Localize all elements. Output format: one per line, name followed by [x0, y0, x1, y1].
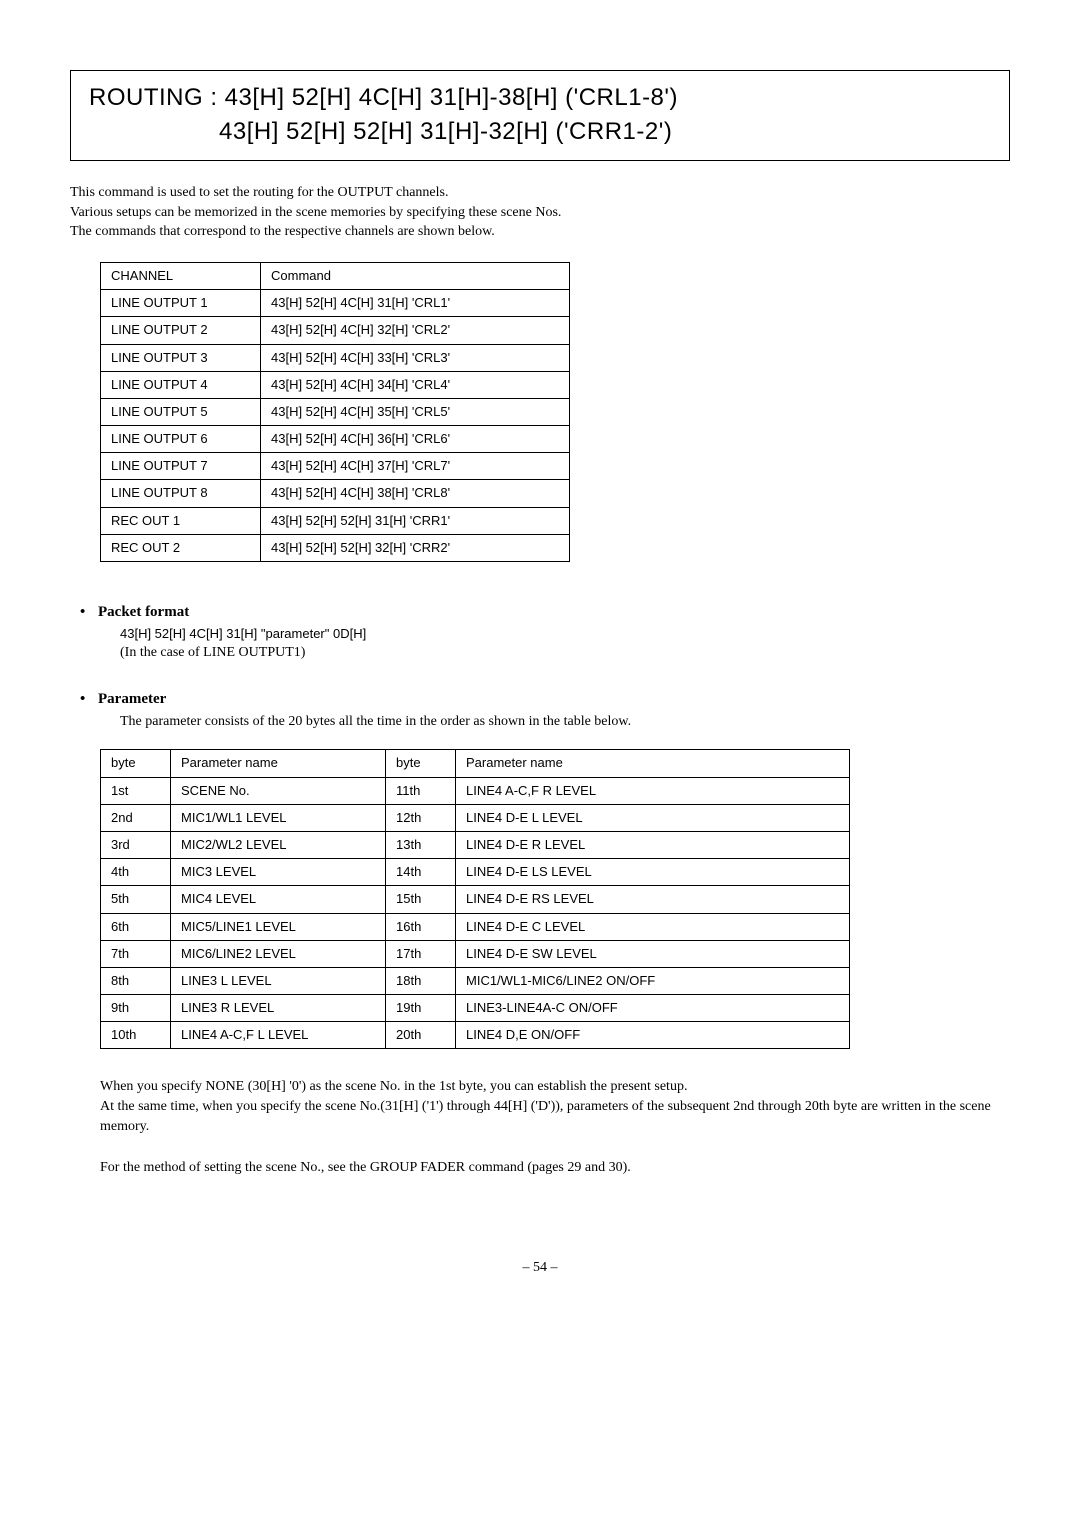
intro-p3: The commands that correspond to the resp…	[70, 222, 1010, 242]
parameter-heading: •Parameter	[80, 689, 1010, 710]
command-title-box: ROUTING : 43[H] 52[H] 4C[H] 31[H]-38[H] …	[70, 70, 1010, 161]
table-row: LINE OUTPUT 143[H] 52[H] 4C[H] 31[H] 'CR…	[101, 290, 570, 317]
note-p3: For the method of setting the scene No.,…	[100, 1158, 1010, 1178]
title-line-2: 43[H] 52[H] 52[H] 31[H]-32[H] ('CRR1-2')	[89, 115, 991, 149]
table-row: 4thMIC3 LEVEL14thLINE4 D-E LS LEVEL	[101, 859, 850, 886]
table-row: LINE OUTPUT 843[H] 52[H] 4C[H] 38[H] 'CR…	[101, 480, 570, 507]
table-row: LINE OUTPUT 243[H] 52[H] 4C[H] 32[H] 'CR…	[101, 317, 570, 344]
packet-line-1: 43[H] 52[H] 4C[H] 31[H] "parameter" 0D[H…	[120, 625, 1010, 643]
table-row: 7thMIC6/LINE2 LEVEL17thLINE4 D-E SW LEVE…	[101, 940, 850, 967]
packet-format-heading: •Packet format	[80, 602, 1010, 623]
intro-block: This command is used to set the routing …	[70, 183, 1010, 242]
note-p1: When you specify NONE (30[H] '0') as the…	[100, 1077, 1010, 1097]
table-row: 5thMIC4 LEVEL15thLINE4 D-E RS LEVEL	[101, 886, 850, 913]
table-row: REC OUT 243[H] 52[H] 52[H] 32[H] 'CRR2'	[101, 534, 570, 561]
table-header-row: byte Parameter name byte Parameter name	[101, 750, 850, 777]
table-row: LINE OUTPUT 543[H] 52[H] 4C[H] 35[H] 'CR…	[101, 398, 570, 425]
notes-block-2: For the method of setting the scene No.,…	[100, 1158, 1010, 1178]
table-row: LINE OUTPUT 643[H] 52[H] 4C[H] 36[H] 'CR…	[101, 426, 570, 453]
page-number: – 54 –	[70, 1258, 1010, 1278]
table-row: 8thLINE3 L LEVEL18thMIC1/WL1-MIC6/LINE2 …	[101, 967, 850, 994]
notes-block-1: When you specify NONE (30[H] '0') as the…	[100, 1077, 1010, 1136]
table-header-row: CHANNEL Command	[101, 262, 570, 289]
packet-format-block: 43[H] 52[H] 4C[H] 31[H] "parameter" 0D[H…	[120, 625, 1010, 663]
table-row: LINE OUTPUT 443[H] 52[H] 4C[H] 34[H] 'CR…	[101, 371, 570, 398]
table-row: REC OUT 143[H] 52[H] 52[H] 31[H] 'CRR1'	[101, 507, 570, 534]
table-row: LINE OUTPUT 743[H] 52[H] 4C[H] 37[H] 'CR…	[101, 453, 570, 480]
note-p2: At the same time, when you specify the s…	[100, 1097, 1010, 1136]
th-byte: byte	[386, 750, 456, 777]
table-row: 9thLINE3 R LEVEL19thLINE3-LINE4A-C ON/OF…	[101, 995, 850, 1022]
channel-command-table: CHANNEL Command LINE OUTPUT 143[H] 52[H]…	[100, 262, 570, 562]
table-row: 10thLINE4 A-C,F L LEVEL20thLINE4 D,E ON/…	[101, 1022, 850, 1049]
packet-line-2: (In the case of LINE OUTPUT1)	[120, 643, 1010, 663]
th-command: Command	[261, 262, 570, 289]
table-row: 1stSCENE No.11thLINE4 A-C,F R LEVEL	[101, 777, 850, 804]
th-param-name: Parameter name	[456, 750, 850, 777]
title-line-1: ROUTING : 43[H] 52[H] 4C[H] 31[H]-38[H] …	[89, 81, 991, 115]
table-row: 2ndMIC1/WL1 LEVEL12thLINE4 D-E L LEVEL	[101, 804, 850, 831]
table-row: 3rdMIC2/WL2 LEVEL13thLINE4 D-E R LEVEL	[101, 831, 850, 858]
parameter-table: byte Parameter name byte Parameter name …	[100, 749, 850, 1049]
parameter-desc-block: The parameter consists of the 20 bytes a…	[120, 712, 1010, 732]
bullet-icon: •	[80, 602, 98, 623]
parameter-desc: The parameter consists of the 20 bytes a…	[120, 712, 1010, 732]
intro-p2: Various setups can be memorized in the s…	[70, 203, 1010, 223]
th-channel: CHANNEL	[101, 262, 261, 289]
bullet-icon: •	[80, 689, 98, 710]
table-row: LINE OUTPUT 343[H] 52[H] 4C[H] 33[H] 'CR…	[101, 344, 570, 371]
table-row: 6thMIC5/LINE1 LEVEL16thLINE4 D-E C LEVEL	[101, 913, 850, 940]
intro-p1: This command is used to set the routing …	[70, 183, 1010, 203]
th-byte: byte	[101, 750, 171, 777]
th-param-name: Parameter name	[171, 750, 386, 777]
